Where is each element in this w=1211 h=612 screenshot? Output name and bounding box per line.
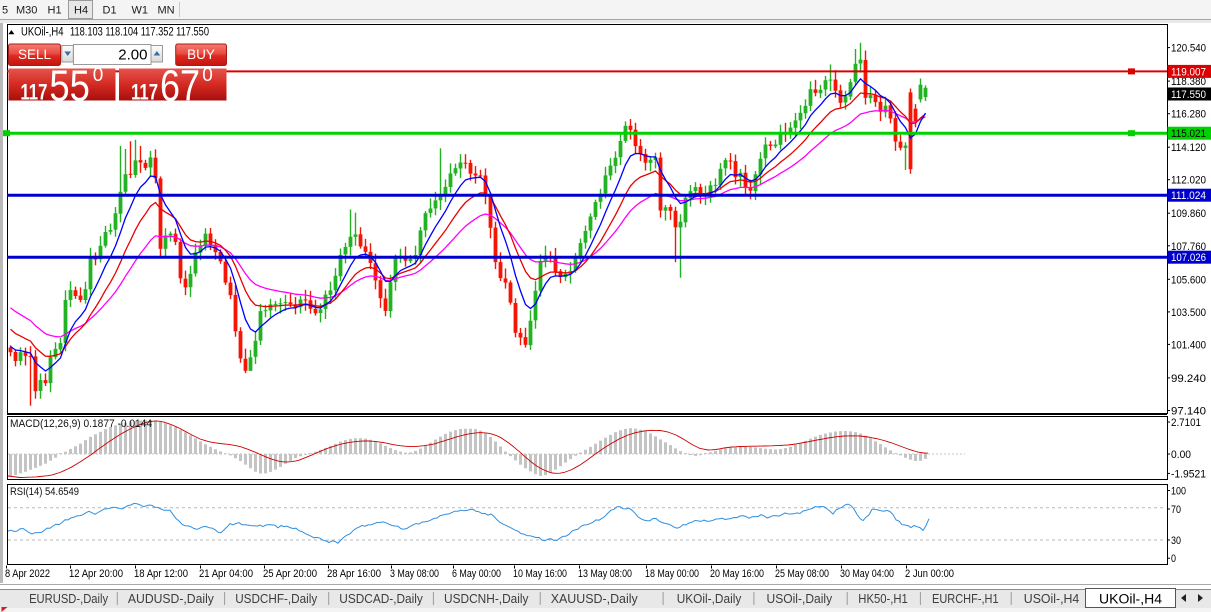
svg-text:13 May 08:00: 13 May 08:00 (578, 568, 632, 580)
svg-text:0: 0 (202, 65, 213, 86)
svg-text:UKOil-,H4: UKOil-,H4 (1099, 592, 1163, 607)
svg-text:67: 67 (160, 62, 200, 111)
svg-text:111.024: 111.024 (1171, 190, 1206, 202)
svg-text:H1: H1 (48, 5, 62, 17)
svg-text:55: 55 (49, 62, 90, 111)
svg-text:MACD(12,26,9) 0.1877 -0.0144: MACD(12,26,9) 0.1877 -0.0144 (10, 418, 152, 430)
svg-text:D1: D1 (103, 5, 117, 17)
svg-text:30 May 04:00: 30 May 04:00 (840, 568, 894, 580)
svg-text:6 May 00:00: 6 May 00:00 (452, 568, 501, 580)
svg-text:0: 0 (1171, 553, 1176, 565)
svg-text:25 May 08:00: 25 May 08:00 (775, 568, 829, 580)
svg-text:107.760: 107.760 (1171, 241, 1206, 253)
svg-text:120.540: 120.540 (1171, 43, 1206, 55)
svg-text:BUY: BUY (187, 47, 215, 62)
svg-text:2.00: 2.00 (118, 47, 147, 64)
svg-text:18 Apr 12:00: 18 Apr 12:00 (134, 568, 188, 580)
svg-text:H4: H4 (74, 5, 88, 17)
svg-text:0.00: 0.00 (1171, 449, 1191, 461)
svg-text:116.280: 116.280 (1171, 109, 1206, 121)
svg-text:103.500: 103.500 (1171, 307, 1206, 319)
svg-text:USDCNH-,Daily: USDCNH-,Daily (444, 592, 529, 606)
svg-text:UKOil-,Daily: UKOil-,Daily (677, 592, 742, 606)
svg-text:-1.9521: -1.9521 (1171, 468, 1206, 480)
svg-text:117: 117 (20, 80, 47, 105)
svg-text:118.380: 118.380 (1171, 76, 1206, 88)
svg-text:EURCHF-,H1: EURCHF-,H1 (932, 592, 999, 606)
svg-text:AUDUSD-,Daily: AUDUSD-,Daily (128, 592, 215, 606)
svg-text:SELL: SELL (18, 47, 52, 62)
svg-text:UKOil-,H4: UKOil-,H4 (21, 27, 64, 39)
svg-text:USDCAD-,Daily: USDCAD-,Daily (339, 592, 423, 606)
svg-text:109.860: 109.860 (1171, 208, 1206, 220)
svg-text:25 Apr 20:00: 25 Apr 20:00 (263, 568, 317, 580)
svg-text:30: 30 (1171, 535, 1181, 547)
svg-text:USOil-,Daily: USOil-,Daily (767, 592, 833, 606)
svg-text:112.020: 112.020 (1171, 175, 1206, 187)
svg-text:HK50-,H1: HK50-,H1 (858, 592, 908, 606)
svg-text:2 Jun 00:00: 2 Jun 00:00 (905, 568, 954, 580)
svg-text:99.240: 99.240 (1171, 373, 1206, 385)
svg-text:117.550: 117.550 (1171, 89, 1206, 101)
svg-text:EURUSD-,Daily: EURUSD-,Daily (29, 592, 109, 606)
svg-text:20 May 16:00: 20 May 16:00 (710, 568, 764, 580)
svg-text:115.021: 115.021 (1171, 128, 1206, 140)
svg-text:W1: W1 (132, 5, 149, 17)
svg-text:USOil-,H4: USOil-,H4 (1024, 592, 1080, 606)
svg-text:3 May 08:00: 3 May 08:00 (390, 568, 439, 580)
svg-text:MN: MN (158, 5, 175, 17)
svg-text:12 Apr 20:00: 12 Apr 20:00 (69, 568, 123, 580)
svg-text:0: 0 (93, 65, 104, 86)
svg-text:70: 70 (1171, 504, 1181, 516)
svg-text:XAUUSD-,Daily: XAUUSD-,Daily (551, 592, 639, 606)
svg-text:97.140: 97.140 (1171, 406, 1206, 418)
svg-text:100: 100 (1171, 486, 1186, 498)
svg-text:101.400: 101.400 (1171, 339, 1206, 351)
svg-text:8 Apr 2022: 8 Apr 2022 (5, 568, 50, 580)
svg-text:21 Apr 04:00: 21 Apr 04:00 (199, 568, 253, 580)
svg-text:117: 117 (131, 80, 158, 105)
svg-text:RSI(14) 54.6549: RSI(14) 54.6549 (10, 486, 79, 498)
svg-text:10 May 16:00: 10 May 16:00 (513, 568, 567, 580)
svg-text:2.7101: 2.7101 (1171, 417, 1201, 429)
svg-text:119.007: 119.007 (1171, 66, 1206, 78)
svg-text:107.026: 107.026 (1171, 252, 1206, 264)
svg-text:105.600: 105.600 (1171, 274, 1206, 286)
svg-text:M30: M30 (16, 5, 37, 17)
svg-text:28 Apr 16:00: 28 Apr 16:00 (327, 568, 381, 580)
svg-text:114.120: 114.120 (1171, 142, 1206, 154)
svg-text:18 May 00:00: 18 May 00:00 (645, 568, 699, 580)
svg-text:USDCHF-,Daily: USDCHF-,Daily (235, 592, 318, 606)
svg-text:5: 5 (2, 5, 8, 17)
svg-text:118.103 118.104 117.352 117.55: 118.103 118.104 117.352 117.550 (70, 27, 209, 39)
